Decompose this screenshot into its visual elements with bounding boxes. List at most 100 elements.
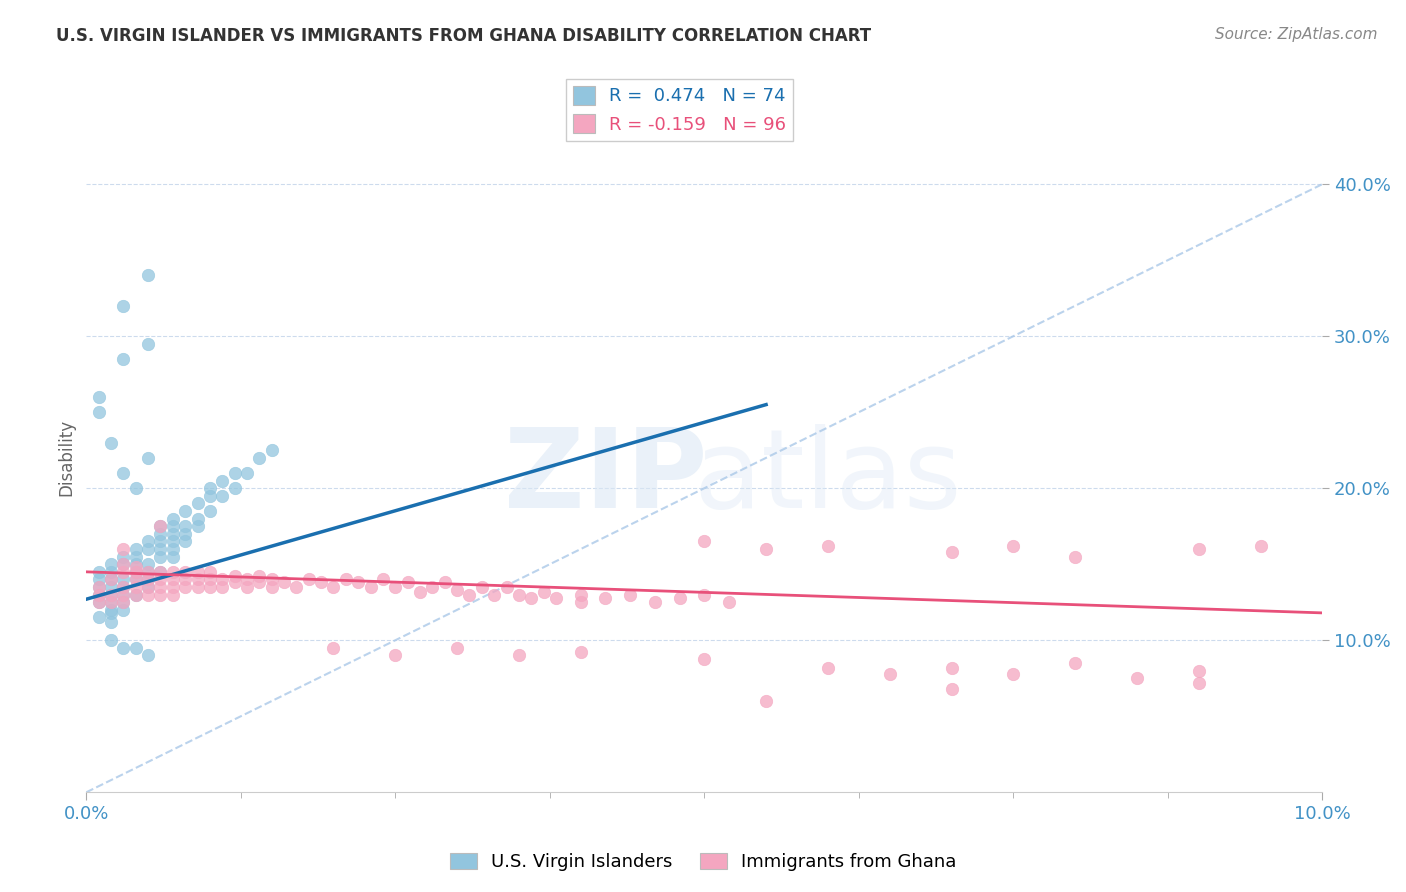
Point [693, 651, 716, 665]
Point [174, 526, 197, 541]
Point [87, 588, 110, 602]
Point [693, 588, 716, 602]
Point [755, 694, 778, 708]
Point [260, 443, 283, 458]
Text: ZIP: ZIP [503, 425, 707, 532]
Point [125, 558, 148, 572]
Point [482, 588, 505, 602]
Text: Source: ZipAtlas.com: Source: ZipAtlas.com [1215, 27, 1378, 42]
Point [224, 466, 246, 480]
Point [87, 595, 110, 609]
Point [508, 588, 530, 602]
Point [100, 588, 122, 602]
Point [446, 583, 468, 598]
Point [149, 519, 172, 533]
Point [112, 595, 135, 609]
Point [136, 580, 159, 594]
Point [446, 640, 468, 655]
Text: atlas: atlas [693, 425, 962, 532]
Point [174, 519, 197, 533]
Point [136, 558, 159, 572]
Point [458, 588, 481, 602]
Point [668, 591, 690, 605]
Point [520, 591, 543, 605]
Point [125, 580, 148, 594]
Point [186, 519, 208, 533]
Point [149, 519, 172, 533]
Point [224, 569, 246, 583]
Point [136, 565, 159, 579]
Point [112, 603, 135, 617]
Text: U.S. VIRGIN ISLANDER VS IMMIGRANTS FROM GHANA DISABILITY CORRELATION CHART: U.S. VIRGIN ISLANDER VS IMMIGRANTS FROM … [56, 27, 872, 45]
Point [186, 496, 208, 510]
Point [100, 573, 122, 587]
Point [136, 450, 159, 465]
Point [595, 591, 617, 605]
Point [817, 660, 839, 674]
Point [125, 588, 148, 602]
Point [87, 595, 110, 609]
Point [112, 573, 135, 587]
Point [396, 575, 419, 590]
Point [162, 519, 184, 533]
Point [112, 542, 135, 557]
Point [149, 565, 172, 579]
Point [1126, 671, 1149, 685]
Point [186, 573, 208, 587]
Point [100, 565, 122, 579]
Point [162, 549, 184, 564]
Point [211, 580, 233, 594]
Point [149, 580, 172, 594]
Point [125, 588, 148, 602]
Point [162, 565, 184, 579]
Point [409, 584, 432, 599]
Point [100, 558, 122, 572]
Point [162, 534, 184, 549]
Point [100, 595, 122, 609]
Point [941, 545, 963, 559]
Point [112, 565, 135, 579]
Point [87, 405, 110, 419]
Point [100, 580, 122, 594]
Point [1188, 675, 1211, 690]
Point [100, 606, 122, 620]
Point [471, 580, 494, 594]
Point [87, 390, 110, 404]
Point [186, 511, 208, 525]
Point [236, 573, 259, 587]
Point [112, 351, 135, 366]
Point [422, 580, 444, 594]
Point [174, 565, 197, 579]
Point [298, 573, 321, 587]
Point [162, 588, 184, 602]
Point [112, 580, 135, 594]
Point [544, 591, 567, 605]
Point [174, 580, 197, 594]
Point [112, 299, 135, 313]
Point [817, 539, 839, 553]
Point [236, 580, 259, 594]
Point [619, 588, 641, 602]
Point [211, 573, 233, 587]
Point [198, 489, 221, 503]
Point [322, 640, 344, 655]
Point [495, 580, 517, 594]
Point [136, 542, 159, 557]
Point [1002, 666, 1025, 681]
Point [149, 542, 172, 557]
Y-axis label: Disability: Disability [58, 419, 75, 496]
Point [273, 575, 295, 590]
Point [162, 526, 184, 541]
Point [433, 575, 456, 590]
Point [247, 450, 270, 465]
Point [569, 588, 592, 602]
Point [174, 534, 197, 549]
Point [198, 573, 221, 587]
Point [112, 588, 135, 602]
Point [136, 573, 159, 587]
Legend: R =  0.474   N = 74, R = -0.159   N = 96: R = 0.474 N = 74, R = -0.159 N = 96 [565, 78, 793, 141]
Point [347, 575, 370, 590]
Point [100, 595, 122, 609]
Point [125, 549, 148, 564]
Point [100, 633, 122, 648]
